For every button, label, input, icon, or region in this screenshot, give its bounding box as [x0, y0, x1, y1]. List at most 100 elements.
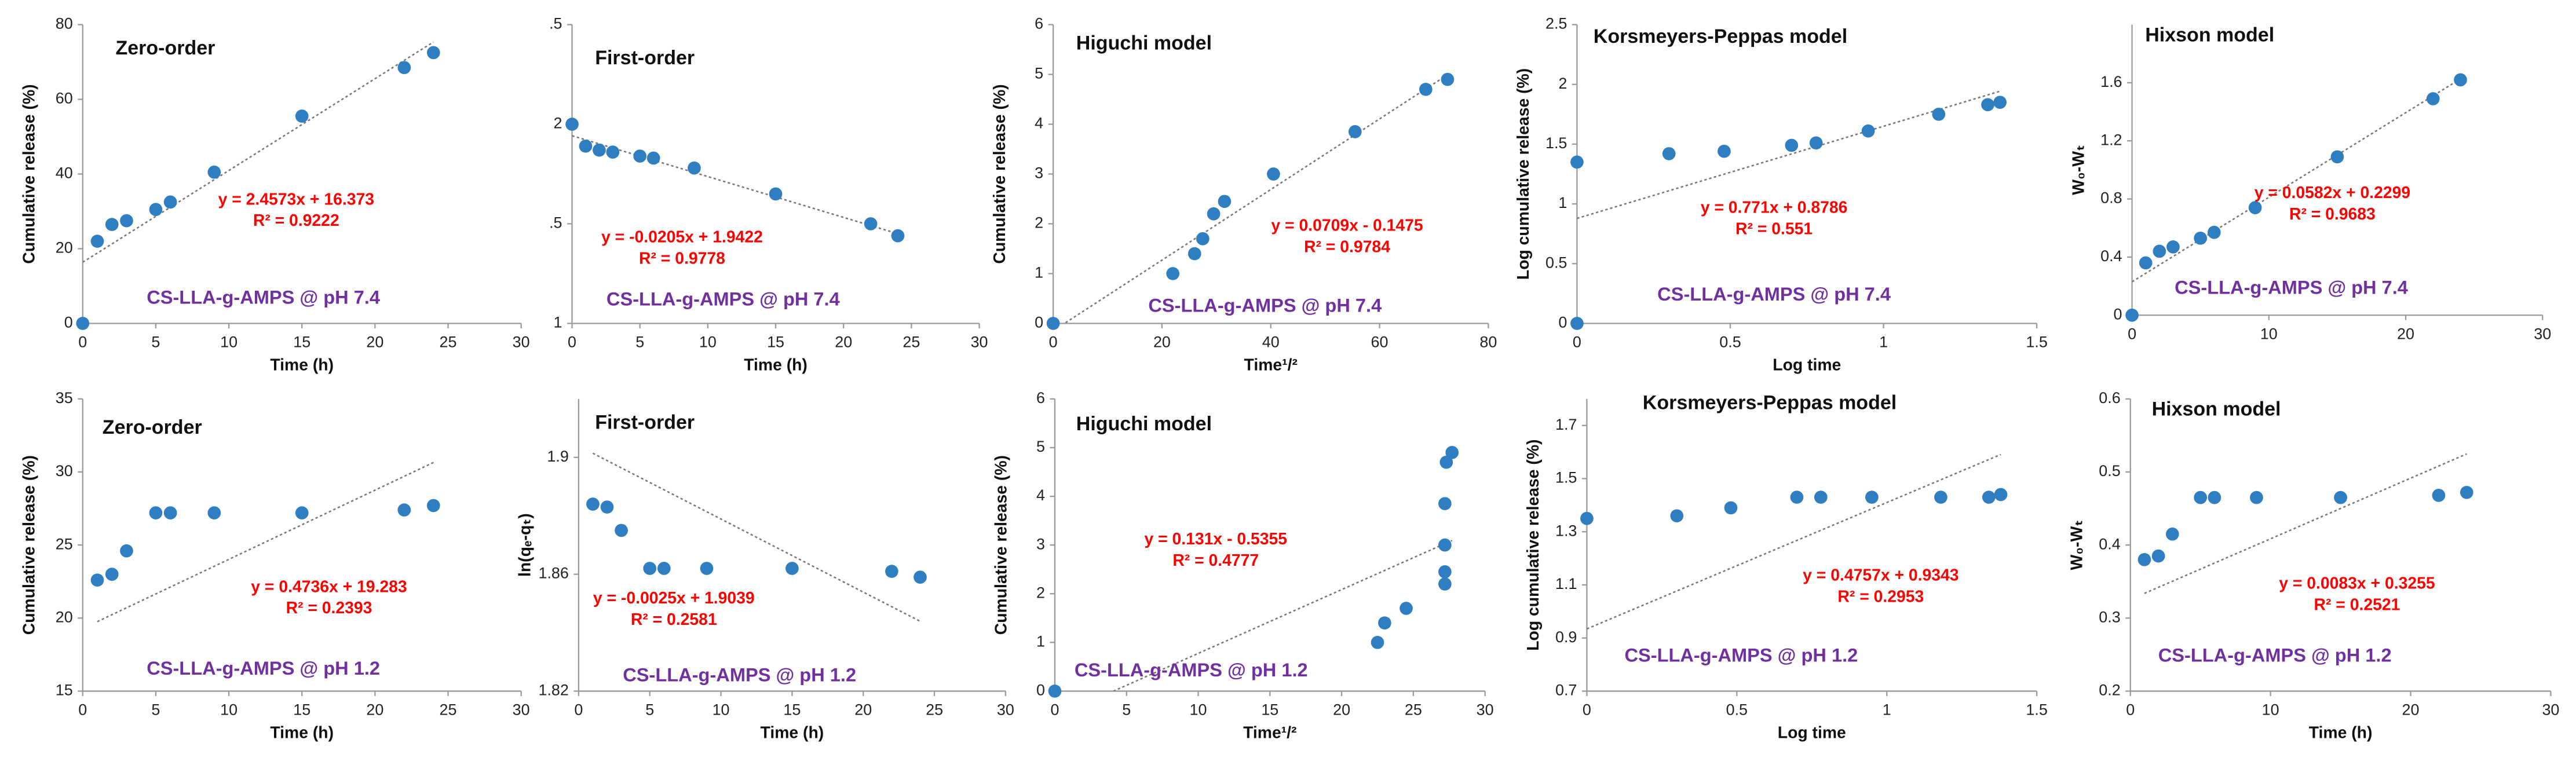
x-tick-label: 20 [2397, 325, 2414, 342]
trendline [97, 462, 434, 623]
equation: y = -0.0205x + 1.9422 [601, 228, 763, 247]
x-axis-label: Time (h) [761, 724, 824, 742]
data-point [1371, 635, 1384, 649]
data-point [2248, 201, 2262, 214]
y-tick-label: 4 [1035, 115, 1043, 132]
data-point [120, 214, 133, 228]
data-point [2454, 73, 2467, 87]
y-tick-label: 1.6 [2100, 73, 2122, 90]
y-axis-label: W₀-Wₜ [2068, 520, 2087, 570]
equation: y = 0.4757x + 0.9343 [1803, 566, 1959, 584]
x-tick-label: 1.5 [2026, 334, 2047, 351]
data-point [1400, 602, 1413, 615]
data-point [1670, 509, 1684, 523]
data-point [2194, 231, 2208, 245]
data-point [2208, 491, 2221, 504]
y-tick-label: 1.2 [2100, 131, 2122, 148]
x-tick-label: 0 [2128, 325, 2136, 342]
x-tick-label: 10 [220, 701, 237, 719]
data-point [1445, 446, 1459, 459]
r-squared: R² = 0.4777 [1172, 551, 1259, 570]
sample-label: CS-LLA-g-AMPS @ pH 1.2 [623, 664, 856, 686]
y-axis-label: Log cumulative release (%) [1524, 440, 1543, 651]
data-point [120, 544, 133, 558]
x-tick-label: 5 [1122, 701, 1131, 719]
x-axis-label: Log time [1778, 724, 1846, 742]
x-tick-label: 1.5 [2026, 701, 2047, 719]
equation: y = -0.0025x + 1.9039 [593, 589, 755, 607]
r-squared: R² = 0.551 [1735, 219, 1813, 238]
x-tick-label: 1 [1879, 334, 1888, 351]
data-point [397, 503, 411, 517]
trendline [1063, 74, 1448, 324]
panel-title: First-order [595, 47, 695, 69]
y-tick-label: 5 [1036, 438, 1045, 455]
x-tick-label: 20 [1153, 334, 1171, 351]
x-tick-label: 30 [513, 334, 530, 351]
data-point [2139, 256, 2153, 270]
data-point [2194, 491, 2208, 504]
data-point [633, 149, 647, 163]
data-point [1438, 538, 1452, 552]
equation: y = 0.0582x + 0.2299 [2255, 184, 2410, 202]
sample-label: CS-LLA-g-AMPS @ pH 1.2 [2158, 645, 2392, 666]
x-tick-label: 10 [2260, 325, 2278, 342]
panel-title: Higuchi model [1076, 413, 1212, 435]
x-axis-label: Time (h) [270, 724, 334, 742]
data-point [1809, 136, 1823, 150]
x-tick-label: 25 [440, 334, 457, 351]
data-point [397, 61, 411, 75]
data-point [1046, 317, 1060, 330]
x-tick-label: 1 [1883, 701, 1891, 719]
data-point [1861, 124, 1875, 138]
x-tick-label: 0 [78, 701, 87, 719]
y-tick-label: 1.82 [538, 682, 568, 699]
y-tick-label: 30 [56, 462, 73, 480]
x-tick-label: 25 [440, 701, 457, 719]
y-tick-label: 2 [1558, 75, 1567, 92]
sample-label: CS-LLA-g-AMPS @ pH 1.2 [147, 657, 380, 679]
trendline [592, 452, 921, 622]
y-tick-label: 3 [1036, 535, 1045, 552]
x-axis-label: Time (h) [2309, 724, 2373, 742]
data-point [2426, 92, 2440, 105]
x-tick-label: 20 [366, 701, 383, 719]
data-point [295, 109, 309, 123]
r-squared: R² = 0.2393 [286, 599, 372, 617]
y-tick-label: 35 [56, 389, 73, 407]
data-point [1662, 147, 1676, 160]
x-tick-label: 15 [293, 334, 310, 351]
data-point [2460, 485, 2473, 499]
data-point [1438, 577, 1452, 591]
x-tick-label: 0 [574, 701, 583, 719]
data-point [606, 145, 620, 159]
x-tick-label: 0 [78, 334, 87, 351]
data-point [105, 218, 119, 231]
x-tick-label: 20 [854, 701, 872, 719]
y-tick-label: 0.4 [2100, 247, 2122, 265]
data-point [1207, 207, 1221, 221]
data-point [586, 497, 600, 511]
data-point [1348, 125, 1362, 138]
y-axis-label: Log cumulative release (%) [1514, 68, 1533, 280]
x-tick-label: 10 [220, 334, 237, 351]
x-tick-label: 15 [767, 334, 784, 351]
r-squared: R² = 0.9778 [639, 249, 725, 268]
x-tick-label: 5 [645, 701, 654, 719]
y-tick-label: 1 [1035, 264, 1043, 281]
y-tick-label: 5 [1035, 65, 1043, 82]
x-tick-label: 0 [2126, 701, 2135, 719]
data-point [1048, 685, 1062, 698]
data-point [76, 317, 90, 330]
x-tick-label: 0 [1583, 701, 1591, 719]
data-point [643, 562, 657, 575]
data-point [593, 143, 606, 157]
r-squared: R² = 0.9222 [253, 211, 339, 230]
x-tick-label: 20 [1333, 701, 1350, 719]
y-tick-label: 0.2 [2099, 682, 2120, 699]
data-point [1993, 96, 2007, 109]
r-squared: R² = 0.2953 [1837, 587, 1924, 606]
data-point [149, 506, 163, 519]
y-tick-label: 0.3 [2099, 608, 2120, 625]
